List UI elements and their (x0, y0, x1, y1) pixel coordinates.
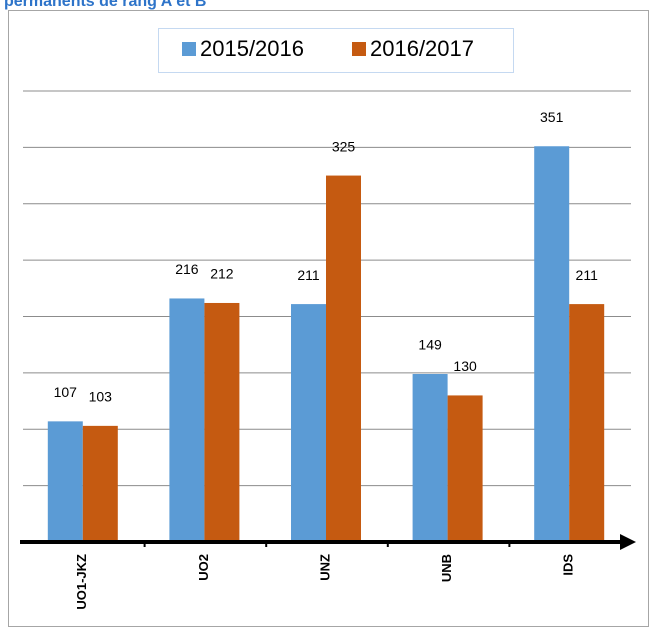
bar (169, 298, 205, 542)
bar (326, 175, 361, 542)
x-tick-label: IDS (561, 554, 576, 576)
bar (447, 395, 483, 542)
value-label: 211 (576, 267, 599, 283)
value-label: 149 (418, 337, 442, 353)
value-label: 211 (297, 267, 320, 283)
chart-title: permanents de rang A et B (4, 0, 206, 10)
axis-arrow (620, 534, 636, 550)
bar (291, 304, 326, 542)
value-label: 216 (175, 261, 199, 277)
bar (534, 146, 570, 542)
legend-box (158, 28, 514, 73)
legend-swatch (182, 42, 196, 56)
bar (47, 421, 83, 542)
bar (204, 302, 240, 542)
legend-swatch (352, 42, 366, 56)
value-label: 212 (210, 266, 234, 282)
x-tick-label: UO1-JKZ (74, 554, 89, 610)
legend-label: 2015/2016 (200, 36, 304, 61)
legend: 2015/2016 2016/2017 (182, 36, 474, 61)
x-tick-label: UNZ (317, 554, 332, 581)
value-label: 351 (540, 109, 564, 125)
value-label: 130 (453, 358, 477, 374)
value-label: 107 (54, 384, 78, 400)
legend-label: 2016/2017 (370, 36, 474, 61)
x-tick-label: UNB (439, 554, 454, 582)
value-label: 103 (89, 389, 113, 405)
value-label: 325 (332, 138, 356, 154)
bar (569, 304, 605, 542)
bar (412, 374, 448, 542)
x-tick-label: UO2 (196, 554, 211, 581)
bar (82, 425, 118, 542)
